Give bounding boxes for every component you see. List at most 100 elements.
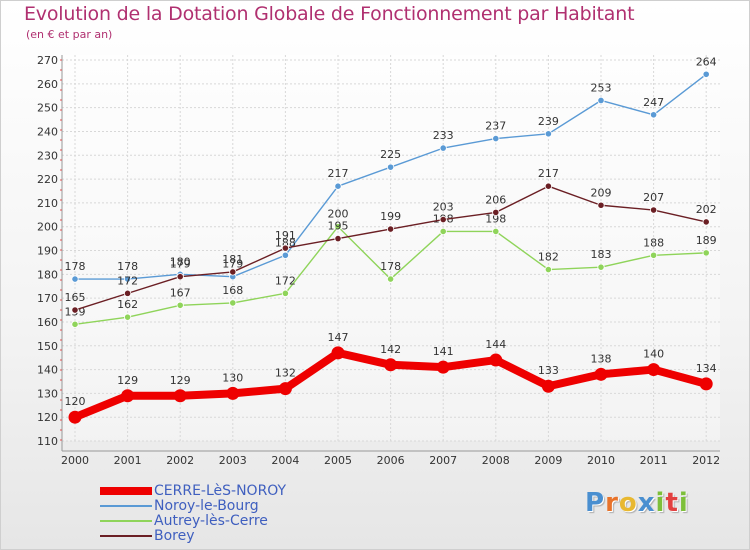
data-point	[702, 249, 710, 257]
data-point	[386, 225, 395, 233]
y-tick-label: 110	[37, 435, 58, 448]
y-tick-label: 130	[37, 387, 58, 400]
data-point	[436, 360, 450, 374]
data-point	[544, 265, 553, 274]
data-label: 130	[222, 371, 243, 384]
y-tick-label: 200	[37, 221, 58, 234]
data-label: 178	[117, 260, 138, 273]
data-label: 172	[117, 274, 138, 287]
data-point	[492, 208, 500, 216]
legend-swatch	[100, 487, 152, 495]
x-tick-label: 2007	[429, 454, 457, 467]
data-label: 172	[275, 274, 296, 287]
y-tick-label: 260	[37, 78, 58, 91]
data-point	[439, 144, 447, 152]
data-point	[173, 389, 187, 403]
data-label: 195	[328, 220, 349, 233]
y-tick-label: 240	[37, 125, 58, 138]
data-label: 165	[65, 291, 86, 304]
data-label: 264	[696, 55, 717, 68]
data-label: 120	[65, 395, 86, 408]
data-label: 188	[275, 236, 296, 249]
y-tick-label: 190	[37, 245, 58, 258]
y-tick-label: 180	[37, 268, 58, 281]
data-point	[334, 234, 342, 243]
data-label: 191	[275, 229, 296, 242]
proxiti-logo: Proxiti	[585, 488, 689, 518]
legend-label: Borey	[154, 528, 195, 544]
data-point	[124, 275, 132, 283]
legend-label: Autrey-lès-Cerre	[154, 513, 268, 529]
data-point	[121, 389, 135, 403]
data-point	[229, 299, 237, 307]
x-tick-label: 2002	[166, 454, 194, 467]
x-tick-label: 2006	[377, 454, 405, 467]
data-label: 202	[696, 203, 717, 216]
data-label: 178	[65, 260, 86, 273]
y-tick-label: 230	[37, 149, 58, 162]
data-label: 188	[643, 236, 664, 249]
data-point	[541, 379, 555, 393]
data-point	[384, 358, 398, 372]
data-point	[489, 353, 503, 367]
data-point	[594, 367, 608, 381]
data-label: 199	[380, 210, 401, 223]
data-label: 141	[433, 345, 454, 358]
x-tick-label: 2003	[219, 454, 247, 467]
data-label: 132	[275, 367, 296, 380]
data-label: 237	[485, 120, 506, 133]
legend-item: CERRE-LèS-NOROY	[100, 483, 360, 499]
chart-legend: CERRE-LèS-NOROY Noroy-le-Bourg Autrey-lès-…	[100, 483, 360, 544]
data-point	[71, 306, 79, 314]
data-point	[278, 382, 292, 396]
data-point	[647, 363, 661, 377]
data-label: 167	[170, 286, 191, 299]
data-label: 178	[380, 260, 401, 273]
data-point	[544, 130, 553, 138]
data-point	[281, 289, 289, 297]
x-tick-label: 2010	[587, 454, 615, 467]
data-label: 129	[170, 374, 191, 387]
data-point	[229, 268, 237, 276]
data-point	[124, 289, 132, 297]
data-point	[386, 163, 395, 171]
data-point	[649, 251, 658, 259]
chart-subtitle: (en € et par an)	[26, 28, 113, 41]
data-point	[71, 275, 79, 283]
data-label: 179	[170, 258, 191, 271]
data-point	[386, 275, 395, 283]
data-label: 203	[433, 201, 454, 214]
x-tick-label: 2001	[114, 454, 142, 467]
data-point	[597, 263, 605, 271]
y-tick-label: 150	[37, 340, 58, 353]
data-point	[597, 96, 605, 105]
chart-title: Evolution de la Dotation Globale de Fonc…	[24, 3, 635, 25]
data-point	[492, 227, 500, 236]
legend-swatch	[100, 535, 152, 537]
data-point	[176, 301, 184, 309]
legend-item: Autrey-lès-Cerre	[100, 513, 360, 529]
data-point	[649, 206, 658, 214]
data-point	[68, 410, 82, 424]
legend-item: Noroy-le-Bourg	[100, 498, 360, 514]
data-point	[699, 377, 713, 391]
data-label: 189	[696, 234, 717, 247]
data-label: 225	[380, 148, 401, 161]
data-point	[281, 251, 289, 259]
data-label: 217	[328, 167, 349, 180]
data-label: 133	[538, 364, 559, 377]
data-point	[439, 227, 447, 236]
data-label: 180	[170, 255, 191, 268]
x-tick-label: 2000	[61, 454, 89, 467]
data-point	[281, 244, 289, 252]
data-label: 209	[591, 186, 612, 199]
data-label: 138	[591, 352, 612, 365]
x-tick-label: 2009	[534, 454, 562, 467]
data-point	[331, 346, 345, 360]
data-label: 179	[222, 258, 243, 271]
data-point	[649, 111, 658, 119]
legend-item: Borey	[100, 528, 360, 544]
x-tick-label: 2011	[640, 454, 668, 467]
y-tick-label: 140	[37, 364, 58, 377]
data-point	[439, 215, 447, 224]
